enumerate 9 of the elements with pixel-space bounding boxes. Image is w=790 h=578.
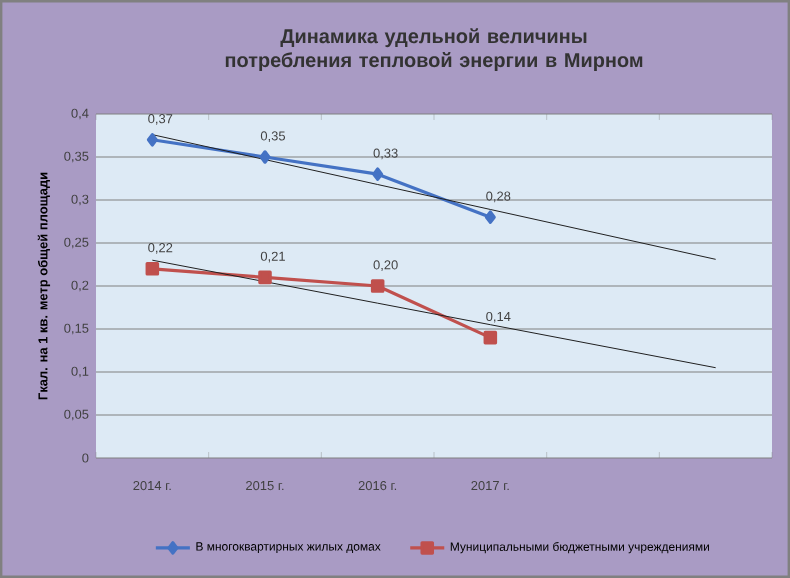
point <box>146 133 158 147</box>
point <box>484 210 496 224</box>
point <box>258 270 272 285</box>
point <box>145 262 160 276</box>
point <box>370 279 385 293</box>
point <box>259 150 271 164</box>
point <box>372 167 384 181</box>
chart-title: Динамика удельной величины потребления тепловой энергии в Мирном <box>225 28 643 72</box>
point <box>483 330 498 345</box>
